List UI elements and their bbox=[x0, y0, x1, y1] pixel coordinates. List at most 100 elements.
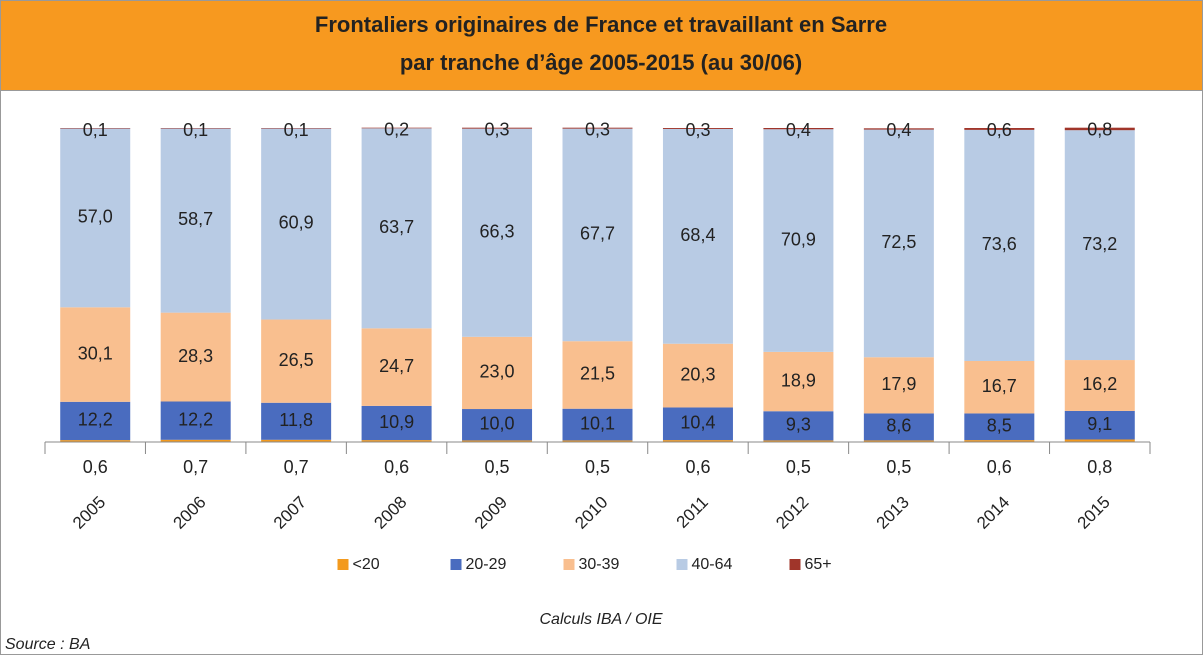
data-label: 72,5 bbox=[881, 232, 916, 252]
bar-segment bbox=[863, 413, 934, 441]
bar-segment bbox=[60, 128, 131, 308]
legend-swatch bbox=[337, 559, 349, 570]
data-label: 10,9 bbox=[379, 412, 414, 432]
bar-segment bbox=[964, 413, 1035, 441]
data-label: 28,3 bbox=[178, 346, 213, 366]
bar-segment bbox=[562, 128, 633, 342]
data-label: 0,8 bbox=[1087, 119, 1112, 139]
data-label: 16,7 bbox=[982, 376, 1017, 396]
data-label: 24,7 bbox=[379, 356, 414, 376]
bar-segment bbox=[361, 127, 432, 129]
chart-title: Frontaliers originaires de France et tra… bbox=[315, 12, 887, 37]
bar-segment bbox=[763, 128, 834, 130]
bar-segment bbox=[462, 336, 533, 410]
bar-segment bbox=[863, 128, 934, 130]
data-label: 10,0 bbox=[480, 413, 515, 433]
data-label: 12,2 bbox=[78, 410, 113, 430]
bar-segment bbox=[60, 128, 131, 129]
data-label: 73,6 bbox=[982, 234, 1017, 254]
data-label: 60,9 bbox=[279, 213, 314, 233]
legend-label: 20-29 bbox=[466, 556, 507, 573]
data-label: 66,3 bbox=[480, 221, 515, 241]
bar-segment bbox=[462, 409, 533, 441]
bar-segment bbox=[763, 411, 834, 441]
bar-segment bbox=[261, 128, 332, 129]
data-label: 30,1 bbox=[78, 343, 113, 363]
bar-segment bbox=[763, 351, 834, 412]
bar-segment bbox=[964, 440, 1035, 442]
bar-segment bbox=[160, 439, 231, 442]
data-label: 0,3 bbox=[485, 119, 510, 139]
legend-label: 40-64 bbox=[692, 556, 733, 573]
bar-segment bbox=[863, 129, 934, 358]
bar-segment bbox=[60, 307, 131, 402]
data-label: 0,1 bbox=[284, 120, 309, 140]
data-label: 0,7 bbox=[183, 457, 208, 477]
data-label: 57,0 bbox=[78, 207, 113, 227]
legend-label: 65+ bbox=[805, 556, 832, 573]
data-label: 10,1 bbox=[580, 413, 615, 433]
data-label: 18,9 bbox=[781, 370, 816, 390]
data-label: 58,7 bbox=[178, 209, 213, 229]
bar-segment bbox=[261, 402, 332, 440]
data-label: 67,7 bbox=[580, 224, 615, 244]
data-label: 0,3 bbox=[585, 119, 610, 139]
data-label: 9,3 bbox=[786, 415, 811, 435]
data-label: 0,5 bbox=[585, 457, 610, 477]
bar-segment bbox=[1064, 360, 1135, 411]
note: Calculs IBA / OIE bbox=[540, 611, 663, 628]
bar-segment bbox=[662, 407, 733, 441]
data-label: 0,6 bbox=[987, 120, 1012, 140]
bar-segment bbox=[261, 319, 332, 403]
bar-segment bbox=[160, 401, 231, 440]
chart-title: par tranche d’âge 2005-2015 (au 30/06) bbox=[400, 50, 802, 75]
data-label: 0,5 bbox=[485, 457, 510, 477]
data-label: 21,5 bbox=[580, 364, 615, 384]
bar-segment bbox=[261, 128, 332, 320]
data-label: 0,1 bbox=[83, 120, 108, 140]
bar-segment bbox=[763, 129, 834, 352]
bar-segment bbox=[1064, 127, 1135, 131]
data-label: 0,6 bbox=[83, 457, 108, 477]
data-label: 0,6 bbox=[384, 457, 409, 477]
data-label: 16,2 bbox=[1082, 374, 1117, 394]
bar-segment bbox=[662, 440, 733, 442]
legend-label: <20 bbox=[353, 556, 380, 573]
data-label: 8,5 bbox=[987, 416, 1012, 436]
bar-segment bbox=[964, 128, 1035, 130]
data-label: 9,1 bbox=[1087, 414, 1112, 434]
data-label: 8,6 bbox=[886, 416, 911, 436]
data-label: 23,0 bbox=[480, 362, 515, 382]
data-label: 0,4 bbox=[886, 120, 911, 140]
bar-segment bbox=[964, 360, 1035, 414]
bar-segment bbox=[562, 341, 633, 409]
legend-swatch bbox=[563, 559, 575, 570]
bar-segment bbox=[160, 312, 231, 402]
bar-segment bbox=[1064, 439, 1135, 442]
data-label: 12,2 bbox=[178, 409, 213, 429]
bar-segment bbox=[160, 128, 231, 313]
legend-label: 30-39 bbox=[579, 556, 620, 573]
bar-segment bbox=[1064, 410, 1135, 440]
data-label: 26,5 bbox=[279, 350, 314, 370]
bar-segment bbox=[361, 440, 432, 442]
data-label: 63,7 bbox=[379, 217, 414, 237]
bar-segment bbox=[662, 343, 733, 408]
data-label: 10,4 bbox=[680, 413, 715, 433]
data-label: 0,5 bbox=[786, 457, 811, 477]
bar-segment bbox=[60, 401, 131, 441]
bar-segment bbox=[1064, 130, 1135, 361]
bar-segment bbox=[361, 405, 432, 441]
data-label: 0,6 bbox=[987, 457, 1012, 477]
data-label: 70,9 bbox=[781, 229, 816, 249]
bar-segment bbox=[261, 439, 332, 442]
bar-segment bbox=[562, 408, 633, 441]
bar-segment bbox=[763, 440, 834, 442]
data-label: 0,5 bbox=[886, 457, 911, 477]
bar-segment bbox=[361, 128, 432, 329]
data-label: 0,4 bbox=[786, 120, 811, 140]
data-label: 20,3 bbox=[680, 364, 715, 384]
bar-segment bbox=[562, 440, 633, 442]
bar-segment bbox=[462, 128, 533, 337]
bar-segment bbox=[60, 440, 131, 442]
